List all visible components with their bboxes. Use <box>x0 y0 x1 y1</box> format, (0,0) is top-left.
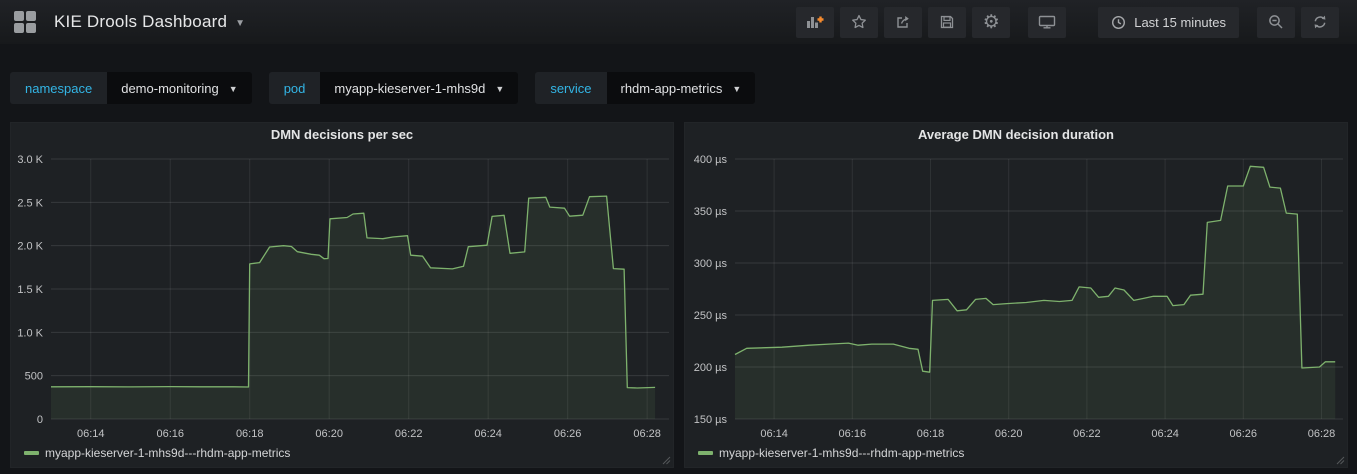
svg-text:06:20: 06:20 <box>995 428 1023 440</box>
variable-namespace-value: demo-monitoring <box>121 80 219 96</box>
svg-text:06:28: 06:28 <box>1308 428 1336 440</box>
star-icon <box>852 14 867 29</box>
top-navbar: KIE Drools Dashboard ▼ <box>0 0 1357 44</box>
grid-square <box>14 23 24 33</box>
star-button[interactable] <box>840 6 879 38</box>
panel-resize-handle[interactable] <box>1336 456 1345 465</box>
svg-text:06:14: 06:14 <box>760 428 788 440</box>
zoom-out-button[interactable] <box>1257 6 1295 38</box>
dashboard-title-picker[interactable]: KIE Drools Dashboard ▼ <box>54 12 245 32</box>
svg-text:06:16: 06:16 <box>839 428 867 440</box>
series-color-swatch <box>24 451 39 455</box>
svg-text:06:26: 06:26 <box>554 428 582 440</box>
svg-text:1.0 K: 1.0 K <box>17 327 43 339</box>
variable-service-dropdown[interactable]: rhdm-app-metrics ▼ <box>606 72 756 104</box>
grid-square <box>26 23 36 33</box>
legend-label: myapp-kieserver-1-mhs9d---rhdm-app-metri… <box>45 446 291 460</box>
variable-pod-label: pod <box>268 72 321 104</box>
variable-namespace-label: namespace <box>10 72 108 104</box>
svg-text:350 µs: 350 µs <box>694 206 728 218</box>
dmn-decisions-chart[interactable]: 06:14 06:16 06:18 06:20 06:22 06:24 06:26 06:28… <box>11 123 675 469</box>
clock-icon <box>1112 15 1126 29</box>
legend-item[interactable]: myapp-kieserver-1-mhs9d---rhdm-app-metri… <box>698 446 964 460</box>
add-panel-button[interactable] <box>796 6 835 38</box>
variable-service: service rhdm-app-metrics ▼ <box>535 72 756 104</box>
panel-average-dmn-decision-duration: Average DMN decision duration 06:14 06:16… <box>684 122 1348 468</box>
svg-text:2.5 K: 2.5 K <box>17 197 43 209</box>
svg-text:200 µs: 200 µs <box>694 362 728 374</box>
svg-text:06:16: 06:16 <box>156 428 184 440</box>
share-icon <box>897 16 910 28</box>
refresh-button[interactable] <box>1301 6 1339 38</box>
series-color-swatch <box>698 451 713 455</box>
svg-text:06:28: 06:28 <box>633 428 661 440</box>
svg-text:06:14: 06:14 <box>77 428 105 440</box>
legend-label: myapp-kieserver-1-mhs9d---rhdm-app-metri… <box>719 446 965 460</box>
settings-button[interactable]: ⚙ <box>972 6 1011 38</box>
svg-text:06:22: 06:22 <box>395 428 423 440</box>
svg-text:1.5 K: 1.5 K <box>17 284 43 296</box>
caret-down-icon: ▼ <box>495 84 505 94</box>
svg-text:0: 0 <box>37 414 43 426</box>
variable-pod-dropdown[interactable]: myapp-kieserver-1-mhs9d ▼ <box>320 72 519 104</box>
monitor-tv-icon <box>1039 15 1056 29</box>
variable-namespace: namespace demo-monitoring ▼ <box>10 72 252 104</box>
svg-text:06:26: 06:26 <box>1230 428 1258 440</box>
time-picker-button[interactable]: Last 15 minutes <box>1098 6 1239 38</box>
svg-text:250 µs: 250 µs <box>694 310 728 322</box>
time-range-label: Last 15 minutes <box>1134 14 1226 30</box>
save-button[interactable] <box>928 6 967 38</box>
grid-square <box>14 11 24 21</box>
legend-item[interactable]: myapp-kieserver-1-mhs9d---rhdm-app-metri… <box>24 446 290 460</box>
svg-text:150 µs: 150 µs <box>694 414 728 426</box>
panel-title[interactable]: DMN decisions per sec <box>270 127 414 142</box>
svg-text:500: 500 <box>25 371 43 383</box>
caret-down-icon: ▼ <box>235 18 246 29</box>
svg-text:300 µs: 300 µs <box>694 258 728 270</box>
bar-chart-plus-icon <box>806 16 824 28</box>
variable-service-label: service <box>535 72 607 104</box>
svg-text:06:22: 06:22 <box>1073 428 1101 440</box>
caret-down-icon: ▼ <box>228 84 238 94</box>
svg-text:06:18: 06:18 <box>236 428 264 440</box>
svg-text:06:20: 06:20 <box>315 428 343 440</box>
dashboard-grid-icon[interactable] <box>14 11 36 33</box>
grid-square <box>26 11 36 21</box>
variable-service-value: rhdm-app-metrics <box>620 80 723 96</box>
save-icon <box>941 15 954 29</box>
page-title: KIE Drools Dashboard <box>54 12 228 31</box>
svg-text:400 µs: 400 µs <box>694 154 728 166</box>
refresh-cycle-icon <box>1314 15 1326 29</box>
template-variables-row: namespace demo-monitoring ▼ pod myapp-ki… <box>10 72 756 104</box>
avg-decision-duration-chart[interactable]: 06:14 06:16 06:18 06:20 06:22 06:24 06:26 06:28… <box>685 123 1349 469</box>
svg-text:06:24: 06:24 <box>1151 428 1179 440</box>
magnifier-minus-icon <box>1269 15 1283 29</box>
panel-dmn-decisions-per-sec: DMN decisions per sec 06:14 06:16 06:18 06:… <box>10 122 674 468</box>
svg-text:06:24: 06:24 <box>474 428 502 440</box>
panel-title[interactable]: Average DMN decision duration <box>918 127 1114 142</box>
svg-text:3.0 K: 3.0 K <box>17 154 43 166</box>
panel-resize-handle[interactable] <box>662 456 671 465</box>
svg-text:2.0 K: 2.0 K <box>17 241 43 253</box>
svg-text:06:18: 06:18 <box>917 428 945 440</box>
caret-down-icon: ▼ <box>732 84 742 94</box>
share-button[interactable] <box>884 6 923 38</box>
variable-pod: pod myapp-kieserver-1-mhs9d ▼ <box>268 72 519 104</box>
tv-mode-button[interactable] <box>1028 6 1067 38</box>
gear-icon: ⚙ <box>982 11 1000 33</box>
variable-pod-value: myapp-kieserver-1-mhs9d <box>334 80 486 96</box>
variable-namespace-dropdown[interactable]: demo-monitoring ▼ <box>107 72 252 104</box>
